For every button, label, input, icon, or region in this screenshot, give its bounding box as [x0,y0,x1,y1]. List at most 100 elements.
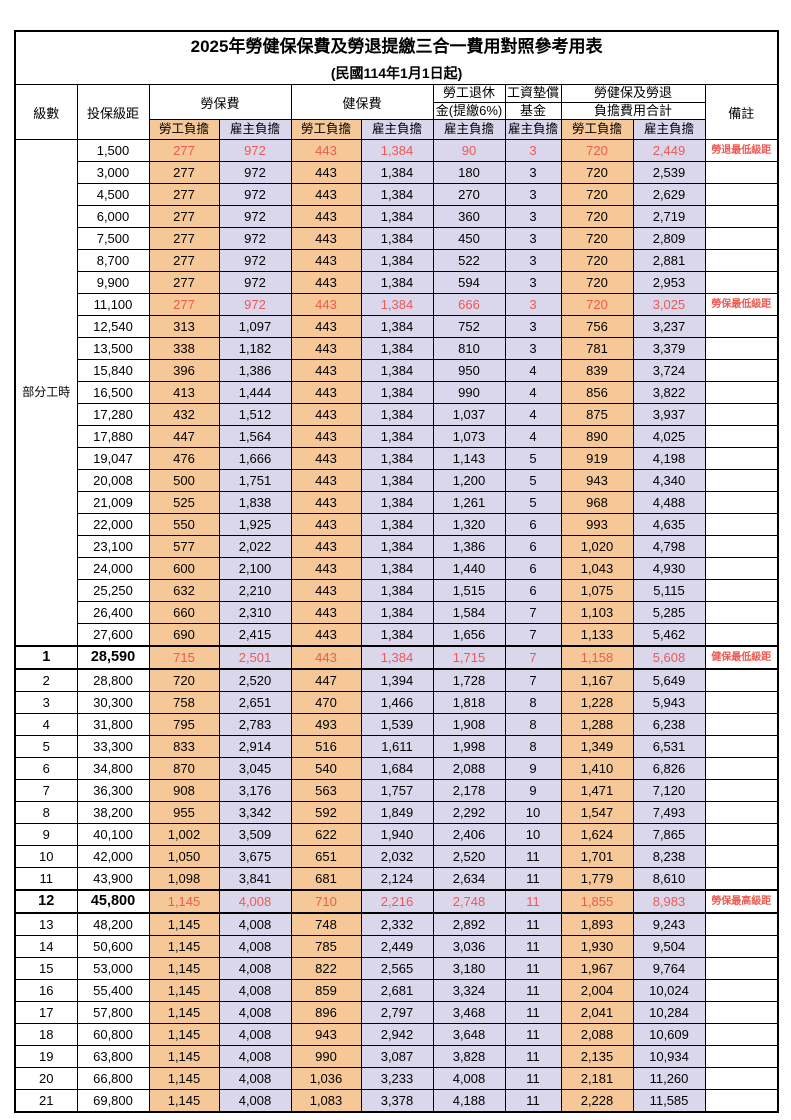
table-row: 20,008 500 1,751 443 1,384 1,200 5 943 4,340 [15,469,779,492]
value-cell: 2,748 [432,889,506,914]
value-cell: 2,332 [360,912,434,936]
value-cell: 1,925 [218,513,292,536]
table-row: 6 34,800 870 3,045 540 1,684 2,088 9 1,410 6,826 [14,757,779,780]
value-cell: 3,342 [218,801,292,824]
value-cell: 720 [560,161,634,184]
value-cell: 1,228 [560,691,634,714]
value-cell: 1,158 [560,645,634,670]
value-cell: 4,930 [632,557,706,580]
value-cell: 3,378 [360,1089,434,1113]
value-cell: 2,881 [632,249,706,272]
value-cell: 1,349 [560,735,634,758]
value-cell: 1,471 [560,779,634,802]
value-cell: 7 [504,623,562,647]
subheader-pension-employer: 雇主負擔 [432,119,506,140]
value-cell: 1,384 [360,491,434,514]
value-cell: 3,237 [632,315,706,338]
value-cell: 277 [148,293,220,316]
level-cell: 21 [14,1089,78,1113]
value-cell: 516 [290,735,362,758]
value-cell: 720 [560,227,634,250]
table-row: 14 50,600 1,145 4,008 785 2,449 3,036 11 1,930 9,… [14,935,779,958]
table-row: 8,700 277 972 443 1,384 522 3 720 2,881 [15,249,779,272]
remark-cell: 勞退最低級距 [704,139,779,162]
bracket-cell: 57,800 [76,1001,150,1024]
remark-cell [704,491,779,514]
value-cell: 4,635 [632,513,706,536]
value-cell: 3,176 [218,779,292,802]
value-cell: 5,285 [632,601,706,624]
value-cell: 7,120 [632,779,706,802]
remark-cell [704,713,779,736]
bracket-cell: 17,280 [76,403,150,426]
bracket-cell: 8,700 [76,249,150,272]
remark-cell [704,579,779,602]
value-cell: 7,493 [632,801,706,824]
bracket-cell: 9,900 [76,271,150,294]
bracket-cell: 36,300 [76,779,150,802]
value-cell: 1,515 [432,579,506,602]
value-cell: 2,914 [218,735,292,758]
value-cell: 450 [432,227,506,250]
value-cell: 1,145 [148,1089,220,1113]
value-cell: 720 [560,205,634,228]
value-cell: 443 [290,337,362,360]
value-cell: 2,449 [360,935,434,958]
table-row: 16,500 413 1,444 443 1,384 990 4 856 3,822 [15,381,779,404]
table-row: 1 28,590 715 2,501 443 1,384 1,715 7 1,158 5,608 健… [14,645,779,670]
value-cell: 795 [148,713,220,736]
value-cell: 1,384 [360,447,434,470]
level-cell: 12 [14,889,78,914]
value-cell: 972 [218,183,292,206]
table-row: 25,250 632 2,210 443 1,384 1,515 6 1,075 5,115 [15,579,779,602]
value-cell: 1,145 [148,1001,220,1024]
bracket-cell: 48,200 [76,912,150,936]
value-cell: 3,180 [432,957,506,980]
table-row: 7 36,300 908 3,176 563 1,757 2,178 9 1,471 7,120 [14,779,779,802]
remark-cell [704,757,779,780]
value-cell: 1,145 [148,912,220,936]
value-cell: 1,145 [148,1023,220,1046]
fee-reference-table: 2025年勞健保保費及勞退提繳三合一費用對照參考用表 (民國114年1月1日起)… [14,30,780,1113]
remark-cell [704,381,779,404]
value-cell: 443 [290,425,362,448]
value-cell: 493 [290,713,362,736]
value-cell: 748 [290,912,362,936]
value-cell: 1,656 [432,623,506,647]
remark-cell [704,535,779,558]
table-row: 16 55,400 1,145 4,008 859 2,681 3,324 11 2,004 10… [14,979,779,1002]
value-cell: 277 [148,249,220,272]
value-cell: 622 [290,823,362,846]
value-cell: 2,449 [632,139,706,162]
value-cell: 2,004 [560,979,634,1002]
bracket-cell: 22,000 [76,513,150,536]
value-cell: 4,008 [218,1089,292,1113]
bracket-cell: 21,009 [76,491,150,514]
table-row: 21 69,800 1,145 4,008 1,083 3,378 4,188 11 2,228… [14,1089,779,1113]
value-cell: 2,210 [218,579,292,602]
level-cell: 20 [14,1067,78,1090]
remark-cell [704,271,779,294]
value-cell: 443 [290,139,362,162]
value-cell: 1,444 [218,381,292,404]
value-cell: 666 [432,293,506,316]
value-cell: 11 [504,979,562,1002]
value-cell: 11 [504,845,562,868]
value-cell: 1,684 [360,757,434,780]
value-cell: 1,384 [360,293,434,316]
value-cell: 870 [148,757,220,780]
table-row: 12 45,800 1,145 4,008 710 2,216 2,748 11 1,855 8,… [14,889,779,914]
value-cell: 1,384 [360,205,434,228]
value-cell: 856 [560,381,634,404]
value-cell: 1,145 [148,957,220,980]
bracket-cell: 17,880 [76,425,150,448]
remark-cell: 健保最低級距 [704,645,779,670]
value-cell: 3,233 [360,1067,434,1090]
value-cell: 443 [290,601,362,624]
value-cell: 785 [290,935,362,958]
remark-cell [704,957,779,980]
table-row: 9 40,100 1,002 3,509 622 1,940 2,406 10 1,624 7,8… [14,823,779,846]
value-cell: 3,648 [432,1023,506,1046]
value-cell: 443 [290,183,362,206]
value-cell: 3,379 [632,337,706,360]
